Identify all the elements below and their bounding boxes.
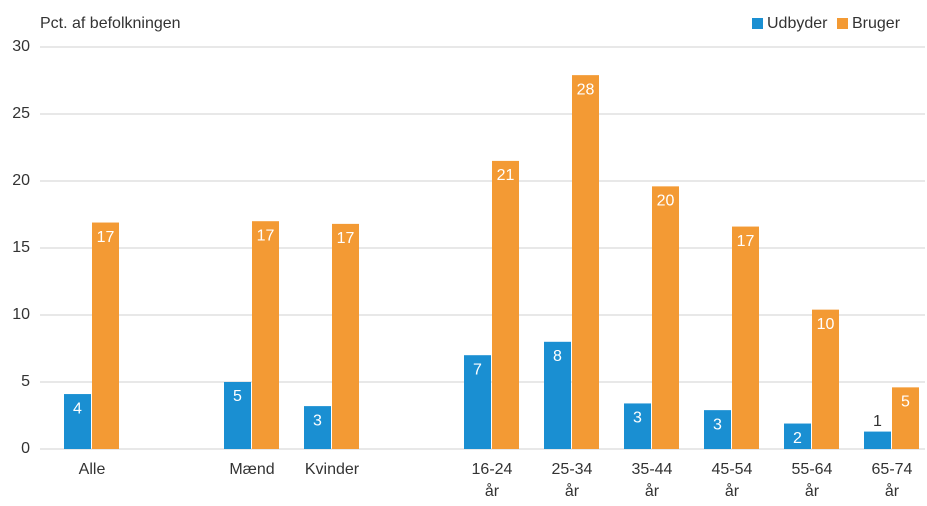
value-label: 8 <box>553 348 562 365</box>
bar <box>304 406 331 449</box>
value-label: 3 <box>313 412 322 429</box>
y-tick-label: 25 <box>12 105 30 122</box>
x-tick-label: 25-34 år <box>552 461 593 500</box>
legend-label: Udbyder <box>767 15 828 32</box>
bar <box>464 355 491 449</box>
value-label: 10 <box>817 316 835 333</box>
legend-swatch <box>752 18 763 29</box>
bar <box>812 309 839 449</box>
bar <box>572 75 599 449</box>
value-label: 3 <box>713 416 722 433</box>
y-axis-label: Pct. af befolkningen <box>40 15 181 32</box>
legend-label: Bruger <box>852 15 901 32</box>
value-label: 2 <box>793 430 802 447</box>
value-label: 1 <box>873 413 882 430</box>
y-tick-label: 5 <box>21 373 30 390</box>
bar <box>732 226 759 449</box>
x-tick-label: 45-54 år <box>712 461 753 500</box>
y-tick-label: 20 <box>12 172 30 189</box>
x-tick-label: Mænd <box>229 461 274 478</box>
bar <box>252 221 279 449</box>
x-tick-label: 65-74 år <box>872 461 913 500</box>
x-tick-label: 16-24 år <box>472 461 513 500</box>
value-label: 5 <box>233 388 242 405</box>
x-tick-label: Alle <box>79 461 106 478</box>
value-label: 20 <box>657 193 675 210</box>
legend-swatch <box>837 18 848 29</box>
value-label: 7 <box>473 361 482 378</box>
bar <box>892 387 919 449</box>
x-tick-label: 55-64 år <box>792 461 833 500</box>
value-label: 5 <box>901 394 910 411</box>
bar <box>624 403 651 449</box>
value-label: 28 <box>577 81 595 98</box>
value-label: 4 <box>73 400 82 417</box>
y-tick-label: 0 <box>21 440 30 457</box>
y-tick-label: 15 <box>12 239 30 256</box>
bar <box>64 394 91 449</box>
value-label: 17 <box>97 229 115 246</box>
bar <box>544 341 571 449</box>
value-label: 17 <box>257 227 275 244</box>
bar <box>864 431 891 449</box>
bar <box>492 160 519 449</box>
bar <box>652 186 679 450</box>
x-tick-label: 35-44 år <box>632 461 673 500</box>
value-label: 17 <box>337 230 355 247</box>
x-tick-label: Kvinder <box>305 461 360 478</box>
y-tick-label: 10 <box>12 306 30 323</box>
y-tick-label: 30 <box>12 38 30 55</box>
value-label: 17 <box>737 233 755 250</box>
bar <box>784 423 811 449</box>
bar <box>704 410 731 449</box>
bar <box>92 222 119 449</box>
value-label: 3 <box>633 410 642 427</box>
bar <box>224 382 251 449</box>
value-label: 21 <box>497 167 515 184</box>
bar <box>332 223 359 449</box>
